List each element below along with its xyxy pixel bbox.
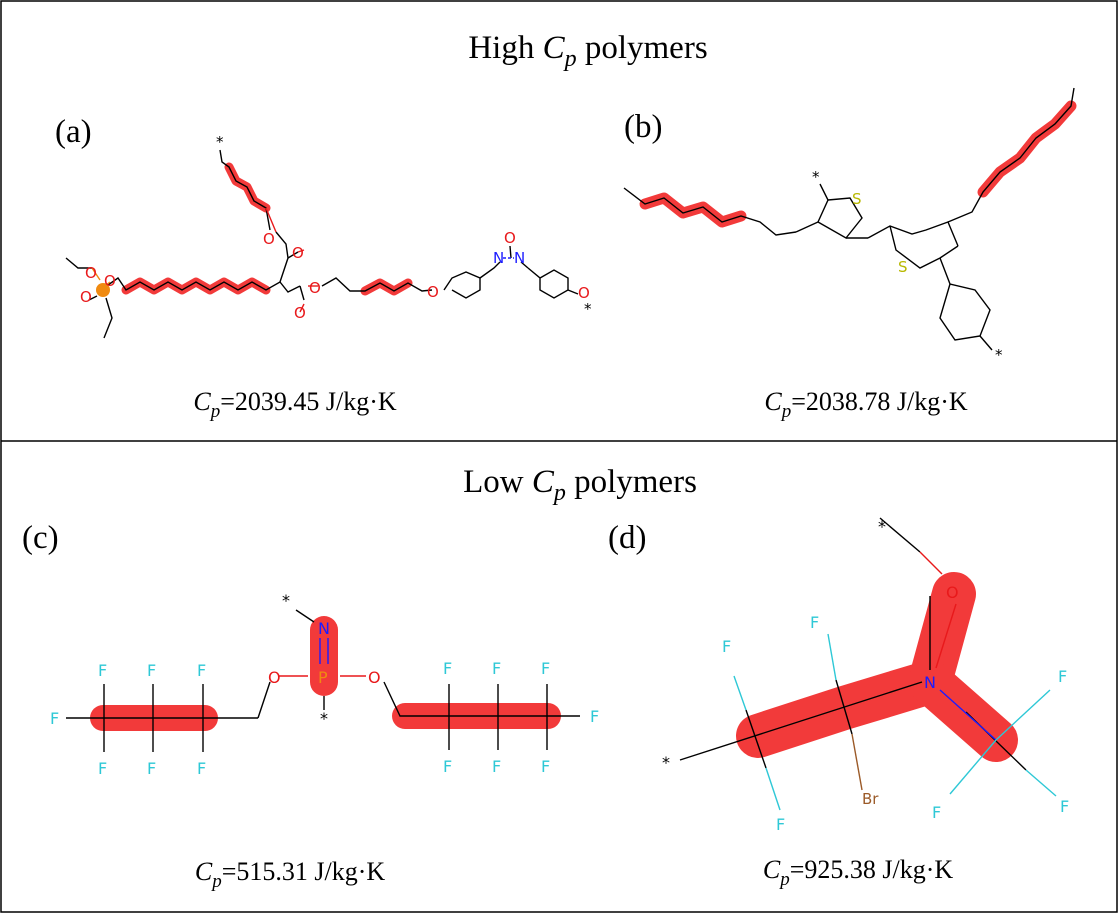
svg-text:O: O bbox=[578, 284, 590, 302]
svg-text:F: F bbox=[932, 803, 941, 822]
molecule-a-atoms: * O O O O O N N O O * O P O O bbox=[80, 133, 592, 322]
svg-text:O: O bbox=[263, 230, 275, 248]
molecule-d-bonds-colored bbox=[733, 551, 1057, 811]
molecule-c-bonds-colored bbox=[278, 638, 366, 677]
svg-text:O: O bbox=[85, 264, 97, 282]
molecule-c-bonds bbox=[66, 609, 580, 752]
molecule-d-highlights bbox=[736, 572, 1018, 762]
svg-text:*: * bbox=[584, 300, 592, 318]
svg-text:O: O bbox=[504, 229, 516, 247]
molecule-c-atoms: * N P * O O F F F F F F F F F F F F F F bbox=[50, 591, 599, 778]
svg-text:S: S bbox=[898, 258, 908, 276]
svg-text:F: F bbox=[50, 709, 59, 728]
svg-text:F: F bbox=[147, 661, 156, 680]
panel-label-b: (b) bbox=[624, 109, 662, 145]
svg-text:O: O bbox=[946, 583, 959, 602]
svg-text:O: O bbox=[427, 283, 439, 301]
molecule-b-atoms: * S S * bbox=[812, 168, 1003, 364]
svg-text:F: F bbox=[443, 757, 452, 776]
svg-text:S: S bbox=[852, 190, 862, 208]
svg-text:F: F bbox=[541, 659, 550, 678]
svg-text:N: N bbox=[493, 249, 504, 267]
svg-text:*: * bbox=[878, 517, 886, 536]
molecule-c: * N P * O O F F F F F F F F F F F F F F bbox=[50, 591, 599, 778]
cp-value-a: Cp=2039.45 J/kg·K bbox=[193, 387, 397, 422]
molecule-a-bonds-colored bbox=[91, 207, 514, 313]
svg-text:F: F bbox=[98, 661, 107, 680]
section-title-high: High Cp polymers bbox=[468, 30, 707, 72]
svg-text:F: F bbox=[590, 707, 599, 726]
svg-text:O: O bbox=[309, 279, 321, 297]
section-title-low: Low Cp polymers bbox=[463, 464, 697, 506]
svg-text:*: * bbox=[812, 168, 820, 186]
svg-text:F: F bbox=[1060, 797, 1069, 816]
svg-text:N: N bbox=[514, 249, 525, 267]
svg-text:F: F bbox=[443, 659, 452, 678]
cp-value-b: Cp=2038.78 J/kg·K bbox=[764, 387, 968, 422]
svg-text:O: O bbox=[292, 244, 304, 262]
svg-text:F: F bbox=[722, 637, 731, 656]
svg-text:*: * bbox=[320, 709, 328, 728]
molecule-d-atoms: * * O N Br F F F F F F bbox=[662, 517, 1069, 834]
molecule-b-bonds bbox=[623, 87, 1075, 351]
svg-text:*: * bbox=[282, 591, 290, 610]
molecule-a: * O O O O O N N O O * O P O O bbox=[65, 133, 592, 339]
svg-text:Br: Br bbox=[862, 790, 879, 808]
svg-text:P: P bbox=[98, 282, 107, 300]
cp-value-c: Cp=515.31 J/kg·K bbox=[195, 857, 386, 892]
molecule-a-highlights bbox=[96, 162, 413, 297]
panel-label-a: (a) bbox=[55, 114, 92, 150]
molecule-d: * * O N Br F F F F F F bbox=[662, 517, 1069, 834]
svg-text:F: F bbox=[776, 815, 785, 834]
svg-text:F: F bbox=[492, 659, 501, 678]
svg-text:F: F bbox=[1058, 667, 1067, 686]
svg-text:F: F bbox=[810, 613, 819, 632]
svg-text:N: N bbox=[924, 673, 936, 692]
svg-text:*: * bbox=[662, 753, 670, 772]
svg-text:O: O bbox=[268, 668, 281, 687]
panel-label-c: (c) bbox=[22, 520, 59, 556]
svg-text:*: * bbox=[216, 133, 224, 151]
svg-text:N: N bbox=[318, 619, 330, 638]
panel-label-d: (d) bbox=[608, 520, 646, 556]
svg-text:O: O bbox=[80, 288, 92, 306]
molecule-a-bonds bbox=[65, 149, 579, 339]
cp-value-d: Cp=925.38 J/kg·K bbox=[763, 855, 954, 890]
svg-text:O: O bbox=[368, 668, 381, 687]
svg-text:F: F bbox=[197, 759, 206, 778]
svg-text:F: F bbox=[197, 661, 206, 680]
svg-text:F: F bbox=[147, 759, 156, 778]
svg-text:F: F bbox=[541, 757, 550, 776]
svg-text:F: F bbox=[492, 757, 501, 776]
svg-text:F: F bbox=[98, 759, 107, 778]
svg-text:O: O bbox=[294, 304, 306, 322]
svg-text:O: O bbox=[104, 272, 116, 290]
svg-text:P: P bbox=[318, 668, 328, 687]
svg-text:*: * bbox=[995, 346, 1003, 364]
molecule-b: * S S * bbox=[623, 87, 1077, 364]
